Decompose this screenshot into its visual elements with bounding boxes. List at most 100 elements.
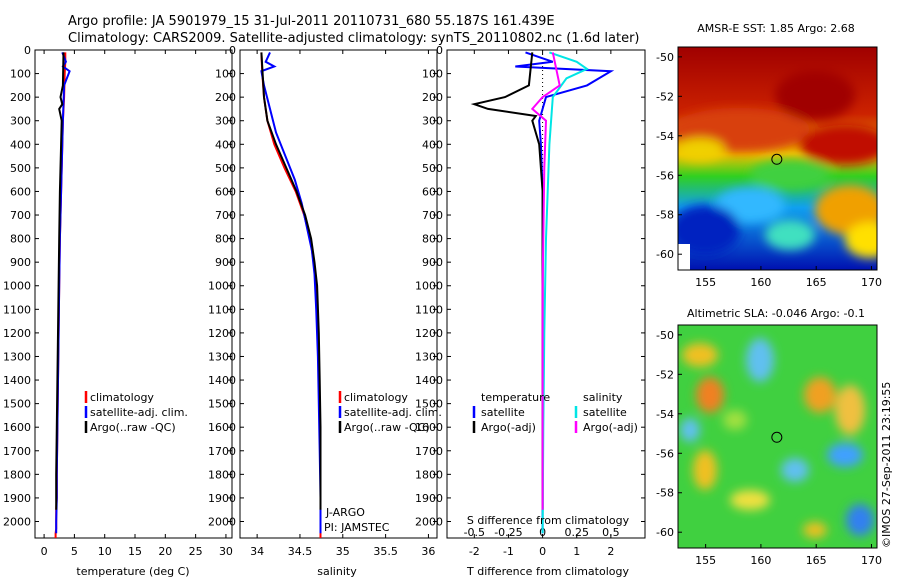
difference-ytick-label: 0: [436, 44, 443, 57]
difference-ytick-label: 1700: [415, 445, 443, 458]
salinity-ytick-label: 100: [215, 68, 236, 81]
sst-ytick-label: -60: [656, 248, 674, 261]
salinity-ytick-label: 600: [215, 185, 236, 198]
salinity-xtick-label: 35: [336, 545, 350, 558]
temperature-plot-frame: [34, 49, 233, 539]
difference-ytick-label: 300: [422, 115, 443, 128]
float-pi: PI: JAMSTEC: [324, 521, 390, 534]
difference-legend-s-argo: Argo(-adj): [583, 421, 638, 434]
salinity-xtick-label: 34: [250, 545, 264, 558]
salinity-ytick-label: 1600: [208, 421, 236, 434]
sla-ytick-label: -56: [656, 447, 674, 460]
sst-xtick-label: 155: [695, 276, 716, 289]
difference-ytick-label: 600: [422, 185, 443, 198]
difference-ytick-label: 700: [422, 209, 443, 222]
salinity-xtick-label: 36: [421, 545, 435, 558]
salinity-legend-argo: Argo(..raw -QC): [344, 421, 430, 434]
sst-map-frame: [677, 46, 878, 271]
difference-ytick-label: 100: [422, 68, 443, 81]
sst-ytick-label: -52: [656, 90, 674, 103]
temperature-xtick-label: 20: [158, 545, 172, 558]
salinity-ytick-label: 0: [229, 44, 236, 57]
difference-xtick-label: 1: [573, 545, 580, 558]
temperature-ytick-label: 0: [24, 44, 31, 57]
difference-ytick-label: 1900: [415, 492, 443, 505]
difference-legend-temperature: temperature: [481, 391, 550, 404]
figure-title-line1: Argo profile: JA 5901979_15 31-Jul-2011 …: [68, 14, 555, 29]
temperature-xlabel: temperature (deg C): [76, 565, 189, 578]
temperature-legend: climatology satellite-adj. clim. Argo(..…: [84, 391, 188, 434]
sla-argo-marker: [771, 431, 783, 443]
sla-ytick-label: -54: [656, 408, 674, 421]
temperature-ytick-label: 1300: [3, 350, 31, 363]
difference-ytick-label: 1300: [415, 350, 443, 363]
difference-panel: 0100200300400500600700800900100011001200…: [415, 44, 646, 578]
figure-title-line2: Climatology: CARS2009. Satellite-adjuste…: [68, 31, 640, 46]
temperature-ytick-label: 400: [10, 138, 31, 151]
temperature-xtick-label: 10: [98, 545, 112, 558]
footer-copyright: ©IMOS 27-Sep-2011 23:19:55: [880, 382, 893, 548]
salinity-ytick-label: 1400: [208, 374, 236, 387]
salinity-ytick-label: 300: [215, 115, 236, 128]
salinity-ytick-label: 1800: [208, 468, 236, 481]
salinity-ytick-label: 1100: [208, 303, 236, 316]
sla-heatmap: [678, 325, 877, 548]
temperature-series-2: [55, 52, 65, 510]
difference-ytick-label: 800: [422, 233, 443, 246]
difference-xtick-label: -1: [503, 545, 514, 558]
temperature-ytick-label: 700: [10, 209, 31, 222]
difference-s-tick-label: -0.5: [464, 526, 485, 539]
temperature-ytick-label: 600: [10, 185, 31, 198]
difference-ytick-label: 500: [422, 162, 443, 175]
difference-legend-t-satellite: satellite: [481, 406, 525, 419]
difference-xtick-label: 0: [539, 545, 546, 558]
sla-ytick-label: -50: [656, 329, 674, 342]
difference-ytick-label: 200: [422, 91, 443, 104]
difference-s-tick-label: 0.5: [602, 526, 620, 539]
difference-series-2: [541, 51, 590, 534]
salinity-series-2: [260, 52, 322, 510]
difference-xlabel: T difference from climatology: [466, 565, 629, 578]
temperature-legend-argo: Argo(..raw -QC): [90, 421, 176, 434]
sla-xtick-label: 165: [806, 554, 827, 567]
float-program: J-ARGO: [325, 506, 365, 519]
temperature-ytick-label: 1600: [3, 421, 31, 434]
temperature-ytick-label: 1500: [3, 398, 31, 411]
sst-heatmap: [678, 47, 877, 270]
temperature-ytick-label: 2000: [3, 515, 31, 528]
temperature-ytick-label: 800: [10, 233, 31, 246]
difference-ytick-label: 1500: [415, 398, 443, 411]
difference-ytick-label: 1100: [415, 303, 443, 316]
difference-ytick-label: 1800: [415, 468, 443, 481]
sla-xtick-label: 170: [861, 554, 882, 567]
temperature-xtick-label: 15: [128, 545, 142, 558]
temperature-ytick-label: 1400: [3, 374, 31, 387]
salinity-panel: 0100200300400500600700800900100011001200…: [208, 44, 442, 578]
temperature-ytick-label: 1100: [3, 303, 31, 316]
salinity-ytick-label: 500: [215, 162, 236, 175]
difference-ytick-label: 1600: [415, 421, 443, 434]
salinity-xlabel: salinity: [317, 565, 357, 578]
salinity-plot-frame: [239, 49, 438, 539]
salinity-ytick-label: 400: [215, 138, 236, 151]
temperature-xtick-label: 5: [71, 545, 78, 558]
difference-ytick-label: 900: [422, 256, 443, 269]
difference-ytick-label: 1400: [415, 374, 443, 387]
difference-ytick-label: 1200: [415, 327, 443, 340]
temperature-ytick-label: 1000: [3, 280, 31, 293]
temperature-legend-satellite: satellite-adj. clim.: [90, 406, 188, 419]
sla-ytick-label: -58: [656, 487, 674, 500]
sst-xtick-label: 170: [861, 276, 882, 289]
difference-top-xlabel: S difference from climatology: [467, 514, 630, 527]
temperature-xtick-label: 25: [189, 545, 203, 558]
salinity-ytick-label: 2000: [208, 515, 236, 528]
sla-ytick-label: -60: [656, 526, 674, 539]
sst-ytick-label: -56: [656, 169, 674, 182]
sst-ytick-label: -50: [656, 51, 674, 64]
difference-ytick-label: 2000: [415, 515, 443, 528]
temperature-ytick-label: 200: [10, 91, 31, 104]
salinity-xtick-label: 35.5: [373, 545, 398, 558]
sst-argo-marker: [771, 153, 783, 165]
sst-map-title: AMSR-E SST: 1.85 Argo: 2.68: [697, 22, 855, 35]
salinity-legend: climatology satellite-adj. clim. Argo(..…: [338, 391, 442, 434]
